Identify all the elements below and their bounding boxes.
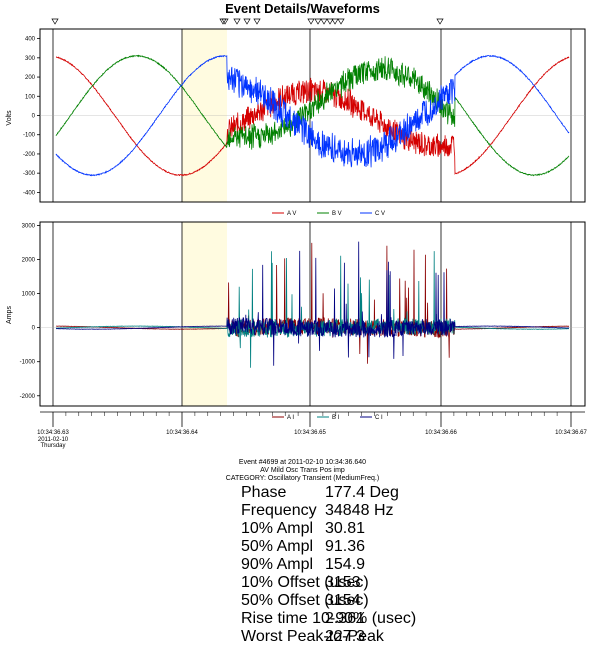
current-axis-label: Amps: [6, 306, 13, 324]
current-ytick-label-0: -2000: [20, 394, 36, 400]
voltage-series-0: [56, 56, 570, 177]
event-marker-5: [253, 18, 261, 25]
voltage-ytick-label-0: -400: [23, 190, 36, 196]
stat-value: 177.4 Deg: [325, 484, 399, 501]
current-ytick-label-3: 1000: [22, 292, 36, 298]
current-ytick-label-1: -1000: [20, 360, 36, 366]
voltage-series-1: [55, 54, 570, 177]
current-series-1: [56, 251, 570, 368]
event-id-line: Event #4699 at 2011-02-10 10:34:36.640: [238, 459, 367, 466]
stat-name: Phase: [241, 484, 287, 501]
event-marker-3: [233, 18, 241, 25]
time-tick-label-3: 10:34:36.66: [425, 430, 457, 436]
stat-row: Phase 177.4 Deg: [241, 484, 401, 502]
event-marker-12: [436, 18, 444, 25]
event-marker-10: [331, 18, 339, 25]
time-tick-label-2: 10:34:36.65: [294, 430, 326, 436]
event-marker-2: [221, 18, 229, 25]
time-tick-label-4: 10:34:36.67: [555, 430, 587, 436]
stat-row: 90% Ampl 154.9: [241, 556, 401, 574]
event-category-line: CATEGORY: Oscillatory Transient (MediumF…: [225, 475, 380, 482]
event-stats-table: Phase 177.4 Deg Frequency 34848 Hz 10% Ampl 3…: [241, 484, 417, 646]
time-tick-sub-0-1: Thursday: [40, 443, 65, 449]
current-panel: -2000 -1000 0 1000 2000 3000 Amps A I B I C I: [6, 221, 586, 421]
voltage-ytick-label-1: -300: [23, 171, 36, 177]
current-legend-label-1: B I: [332, 415, 340, 421]
time-tick-label-0: 10:34:36.63: [37, 430, 69, 436]
stat-row: Rise time 10-90% (usec) 2.361: [241, 610, 417, 628]
voltage-panel: -400 -300 -200 -100 0 100 200 300 400 Volts A V B…: [6, 18, 586, 217]
current-ytick-label-5: 3000: [22, 223, 36, 229]
voltage-ytick-label-2: -200: [23, 152, 36, 158]
stat-row: 50% Offset (usec) 3154: [241, 592, 401, 610]
current-plot-frame: [39, 221, 586, 407]
stat-name: 10% Offset (usec): [241, 574, 369, 591]
stat-name: 90% Ampl: [241, 556, 314, 573]
stat-name: 50% Ampl: [241, 538, 314, 555]
voltage-legend-label-0: A V: [287, 211, 296, 217]
current-legend-label-0: A I: [287, 415, 294, 421]
voltage-legend-label-1: B V: [332, 211, 342, 217]
stat-row: 10% Offset (usec) 3153: [241, 574, 401, 592]
voltage-ytick-label-6: 200: [25, 75, 36, 81]
current-ytick-label-4: 2000: [22, 257, 36, 263]
current-series-0: [55, 242, 570, 364]
page-title: Event Details/Waveforms: [225, 1, 380, 16]
event-type-line: AV Mild Osc Trans Pos imp: [260, 467, 345, 474]
current-ytick-label-2: 0: [32, 326, 36, 332]
current-highlight-band: [182, 222, 227, 406]
event-marker-8: [320, 18, 328, 25]
event-marker-6: [307, 18, 315, 25]
voltage-series-2: [55, 54, 570, 177]
stat-value: 3153: [325, 574, 361, 591]
stat-row: 10% Ampl 30.81: [241, 520, 401, 538]
stat-value: 2.361: [325, 610, 366, 627]
stat-name: Rise time 10-90% (usec): [241, 610, 417, 627]
voltage-axis-label: Volts: [6, 110, 13, 126]
event-marker-11: [337, 18, 345, 25]
stat-value: 34848 Hz: [325, 502, 394, 519]
stat-row: Frequency 34848 Hz: [241, 502, 401, 520]
voltage-ytick-label-3: -100: [23, 133, 36, 139]
event-marker-4: [243, 18, 251, 25]
voltage-ytick-label-5: 100: [25, 94, 36, 100]
current-legend-label-2: C I: [375, 415, 383, 421]
stat-value: 30.81: [325, 520, 366, 537]
stat-row: Worst Peak-to-Peak 227.3: [241, 628, 401, 646]
voltage-ytick-label-4: 0: [32, 114, 36, 120]
time-tick-label-1: 10:34:36.64: [166, 430, 198, 436]
stat-value: 91.36: [325, 538, 366, 555]
event-marker-0: [51, 18, 59, 25]
stat-name: 10% Ampl: [241, 520, 314, 537]
current-series-2: [56, 241, 570, 366]
stat-name: Frequency: [241, 502, 317, 519]
stat-row: 50% Ampl 91.36: [241, 538, 401, 556]
stat-value: 3154: [325, 592, 361, 609]
voltage-ytick-label-7: 300: [25, 56, 36, 62]
stat-value: 154.9: [325, 556, 366, 573]
stat-name: Worst Peak-to-Peak: [241, 628, 384, 645]
stat-value: 227.3: [325, 628, 366, 645]
event-marker-7: [314, 18, 322, 25]
event-marker-9: [326, 18, 334, 25]
event-info: Event #4699 at 2011-02-10 10:34:36.640 A…: [0, 459, 605, 483]
voltage-ytick-label-8: 400: [25, 37, 36, 43]
stat-name: 50% Offset (usec): [241, 592, 369, 609]
time-tick-sub-0-0: 2011-02-10: [38, 437, 69, 443]
voltage-legend-label-2: C V: [375, 211, 385, 217]
